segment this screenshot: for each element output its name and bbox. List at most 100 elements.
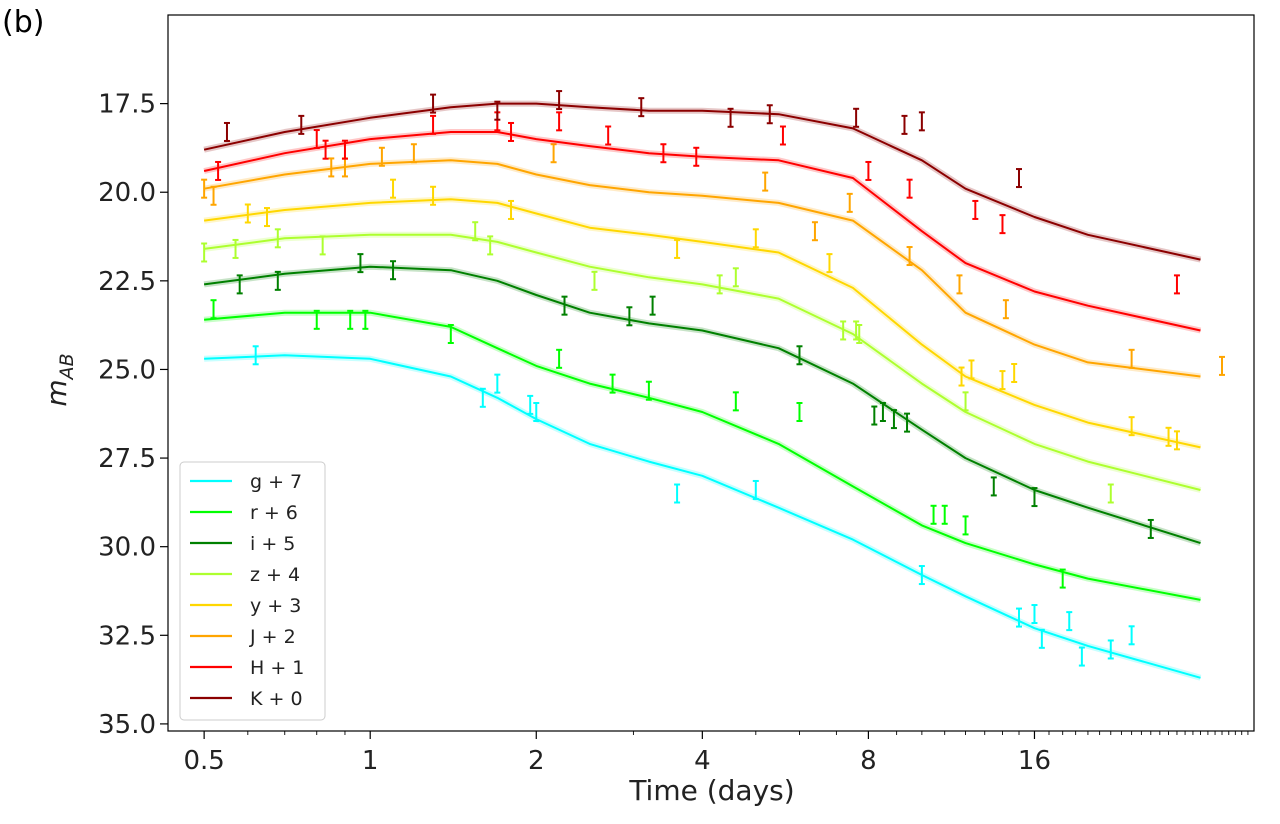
- data-point-0-14: [1128, 625, 1135, 646]
- data-point-1-12: [962, 515, 969, 536]
- legend-label-6: H + 1: [250, 657, 304, 679]
- data-point-2-14: [1147, 518, 1154, 539]
- data-point-2-1: [274, 270, 281, 291]
- data-point-7-10: [918, 111, 925, 132]
- data-point-3-4: [472, 221, 479, 242]
- data-point-5-9: [846, 192, 853, 213]
- data-point-2-2: [357, 253, 364, 274]
- data-point-0-0: [252, 345, 259, 366]
- legend-label-4: y + 3: [250, 595, 301, 617]
- series-3: [201, 221, 1202, 504]
- data-point-4-3: [430, 185, 437, 206]
- data-point-1-0: [210, 299, 217, 320]
- data-point-3-10: [853, 320, 860, 341]
- legend-label-2: i + 5: [250, 533, 295, 555]
- data-point-3-7: [716, 274, 723, 295]
- series-5: [201, 143, 1226, 380]
- model-line-7: [203, 102, 1201, 261]
- data-point-4-0: [244, 203, 251, 224]
- data-point-6-11: [779, 125, 786, 146]
- data-point-3-0: [201, 242, 208, 263]
- data-point-0-2: [494, 373, 501, 394]
- data-point-6-12: [865, 160, 872, 181]
- data-point-3-8: [732, 267, 739, 288]
- data-point-1-8: [732, 391, 739, 412]
- data-point-0-12: [1078, 646, 1085, 667]
- model-line-6: [203, 131, 1201, 332]
- data-point-1-2: [347, 309, 354, 330]
- data-point-7-5: [638, 97, 645, 118]
- data-point-0-7: [918, 565, 925, 586]
- data-point-7-0: [223, 121, 230, 142]
- data-point-6-0: [215, 160, 222, 181]
- data-point-2-3: [390, 260, 397, 281]
- data-point-5-2: [328, 157, 335, 178]
- model-line-4: [203, 198, 1201, 449]
- data-point-7-1: [298, 114, 305, 135]
- data-point-6-8: [605, 125, 612, 146]
- data-point-6-6: [508, 121, 515, 142]
- axes-layer: 0.5 1 2 4 8 16 17.5 20.0 22.5 25.0 27.5 30.0 32.5 35.…: [98, 90, 1249, 776]
- data-point-7-4: [556, 90, 563, 111]
- data-point-5-7: [762, 171, 769, 192]
- data-point-6-2: [322, 139, 329, 160]
- x-tick-label-3: 4: [694, 746, 711, 776]
- data-point-4-6: [752, 228, 759, 249]
- legend-label-0: g + 7: [250, 471, 302, 493]
- data-point-2-9: [879, 401, 886, 422]
- data-point-5-1: [210, 185, 217, 206]
- data-point-6-7: [556, 111, 563, 132]
- data-point-2-8: [871, 405, 878, 426]
- data-point-1-13: [1059, 568, 1066, 589]
- data-point-1-11: [941, 504, 948, 525]
- y-tick-label-3: 25.0: [98, 355, 156, 385]
- data-point-6-15: [999, 214, 1006, 235]
- legend-label-5: J + 2: [249, 626, 296, 648]
- y-tick-label-1: 20.0: [98, 178, 156, 208]
- data-point-4-12: [1128, 416, 1135, 437]
- data-point-3-11: [856, 324, 863, 345]
- data-point-3-2: [274, 228, 281, 249]
- data-point-3-13: [1107, 483, 1114, 504]
- data-point-5-14: [1219, 355, 1226, 376]
- model-line-1: [204, 311, 1201, 601]
- x-tick-label-5: 16: [1018, 746, 1051, 776]
- model-line-5: [203, 159, 1201, 378]
- data-point-0-11: [1066, 611, 1073, 632]
- data-point-6-1: [313, 129, 320, 150]
- data-point-1-6: [609, 373, 616, 394]
- y-tick-label-7: 35.0: [98, 710, 156, 740]
- data-point-6-3: [341, 139, 348, 160]
- series-layer: [201, 90, 1226, 681]
- data-point-1-9: [796, 401, 803, 422]
- data-point-5-12: [1002, 299, 1009, 320]
- legend: g + 7 r + 6 i + 5 z + 4 y + 3 J + 2 H + 1 K + 0: [179, 461, 326, 721]
- data-point-2-4: [561, 295, 568, 316]
- data-point-6-4: [430, 114, 437, 135]
- legend-items: g + 7 r + 6 i + 5 z + 4 y + 3 J + 2 H + 1 K + 0: [190, 471, 304, 710]
- data-point-5-6: [550, 143, 557, 164]
- data-point-2-12: [990, 476, 997, 497]
- data-point-6-14: [972, 199, 979, 220]
- data-point-4-4: [508, 199, 515, 220]
- data-point-7-7: [766, 104, 773, 125]
- data-point-7-2: [430, 93, 437, 114]
- data-point-5-0: [201, 178, 208, 199]
- legend-label-3: z + 4: [250, 564, 300, 586]
- series-1: [203, 299, 1202, 603]
- data-point-7-3: [494, 100, 501, 121]
- data-point-0-13: [1107, 639, 1114, 660]
- data-point-4-11: [1011, 363, 1018, 383]
- y-tick-label-4: 27.5: [98, 444, 156, 474]
- data-point-3-9: [840, 320, 847, 341]
- x-tick-label-1: 1: [362, 746, 379, 776]
- data-point-1-3: [362, 309, 369, 330]
- data-point-7-8: [853, 107, 860, 128]
- data-point-4-7: [826, 253, 833, 274]
- data-point-4-5: [674, 238, 681, 259]
- series-2: [203, 253, 1202, 546]
- data-point-0-1: [479, 387, 486, 408]
- x-axis-label: Time (days): [628, 774, 794, 807]
- data-point-3-3: [319, 235, 326, 256]
